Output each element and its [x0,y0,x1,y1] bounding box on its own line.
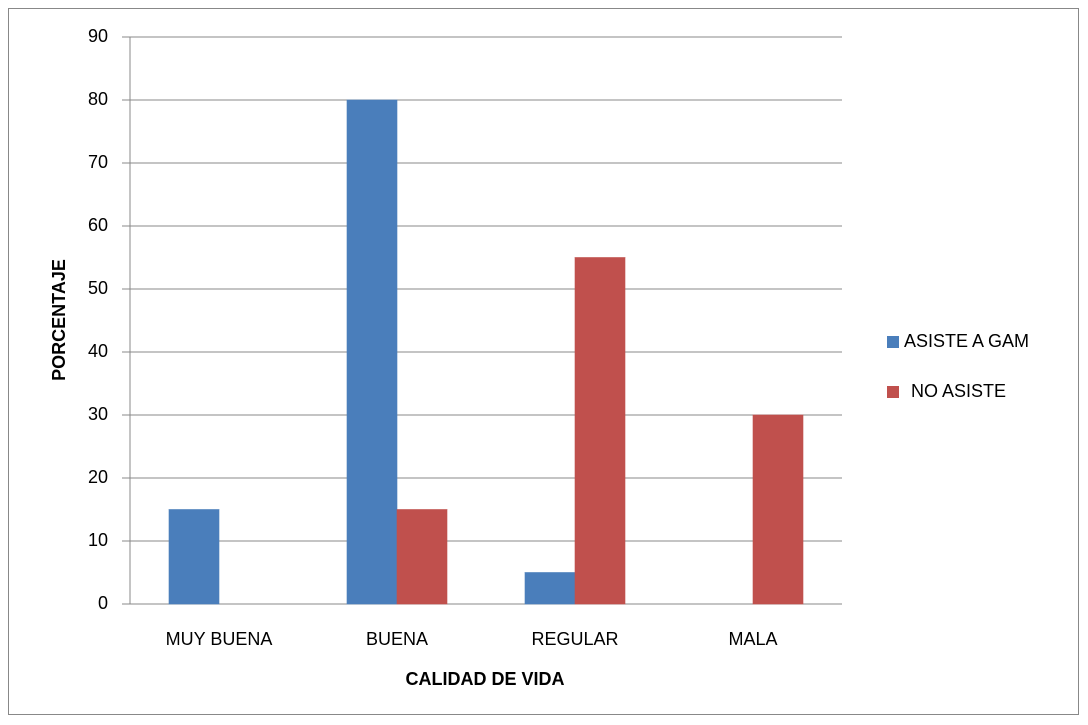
bar [752,414,804,605]
y-tick-label: 0 [98,593,108,613]
bar [346,99,398,605]
y-tick-label: 10 [88,530,108,550]
y-tick-label: 70 [88,152,108,172]
legend-swatch [887,336,899,348]
y-tick-label: 30 [88,404,108,424]
y-tick-label: 20 [88,467,108,487]
legend-label: ASISTE A GAM [904,331,1029,351]
bar [524,572,576,605]
y-tick-label: 90 [88,26,108,46]
legend-swatch [887,386,899,398]
y-tick-label: 60 [88,215,108,235]
y-axis-label: PORCENTAJE [49,259,69,381]
x-tick-label: BUENA [366,629,428,649]
legend-label: NO ASISTE [911,381,1006,401]
y-tick-label: 50 [88,278,108,298]
y-tick-label: 80 [88,89,108,109]
chart-border [8,8,1079,715]
bar [396,509,448,605]
x-tick-label: MALA [728,629,777,649]
bar [574,257,626,605]
x-tick-label: REGULAR [531,629,618,649]
x-axis-label: CALIDAD DE VIDA [405,669,564,689]
x-tick-label: MUY BUENA [166,629,273,649]
y-tick-label: 40 [88,341,108,361]
bar [168,509,220,605]
